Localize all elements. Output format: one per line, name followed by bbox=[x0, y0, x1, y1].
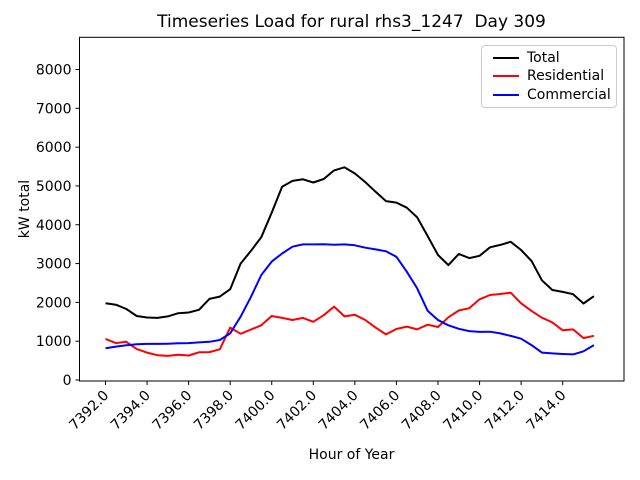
legend-entry-residential: Residential bbox=[493, 69, 616, 83]
x-tick-label: 7400.0 bbox=[233, 388, 279, 434]
y-tick-label: 3000 bbox=[36, 257, 72, 273]
x-axis-label: Hour of Year bbox=[308, 447, 395, 463]
x-tick-label: 7408.0 bbox=[399, 388, 445, 434]
x-tick-label: 7406.0 bbox=[357, 388, 403, 434]
x-tick-label: 7412.0 bbox=[482, 388, 528, 434]
chart-title: Timeseries Load for rural rhs3_1247 Day … bbox=[157, 12, 546, 32]
x-tick-label: 7392.0 bbox=[66, 388, 112, 434]
legend-label-total: Total bbox=[527, 50, 560, 67]
y-tick-label: 7000 bbox=[36, 101, 72, 117]
x-tick-label: 7404.0 bbox=[316, 388, 362, 434]
y-tick-label: 8000 bbox=[36, 63, 72, 79]
legend: Total Residential Commercial bbox=[481, 45, 617, 108]
legend-entry-commercial: Commercial bbox=[493, 88, 616, 102]
x-tick-label: 7398.0 bbox=[191, 388, 237, 434]
series-line-residential bbox=[105, 291, 595, 357]
y-tick-label: 6000 bbox=[36, 140, 72, 156]
x-tick-label: 7396.0 bbox=[149, 388, 195, 434]
x-tick-label: 7410.0 bbox=[440, 388, 486, 434]
legend-label-residential: Residential bbox=[527, 68, 605, 85]
y-axis-label: kW total bbox=[17, 179, 33, 239]
axes-frame bbox=[79, 36, 625, 382]
series-line-total bbox=[105, 166, 595, 319]
y-tick-label: 5000 bbox=[36, 179, 72, 195]
y-tick-label: 4000 bbox=[36, 218, 72, 234]
series-line-commercial bbox=[105, 243, 595, 356]
y-tick-label: 2000 bbox=[36, 295, 72, 311]
x-tick-label: 7402.0 bbox=[274, 388, 320, 434]
x-tick-label: 7394.0 bbox=[108, 388, 154, 434]
y-tick-label: 0 bbox=[63, 373, 72, 389]
legend-label-commercial: Commercial bbox=[527, 86, 611, 103]
y-tick-label: 1000 bbox=[36, 334, 72, 350]
residential-line-sample bbox=[493, 75, 519, 78]
x-tick-label: 7414.0 bbox=[524, 388, 570, 434]
total-line-sample bbox=[493, 57, 519, 60]
legend-entry-total: Total bbox=[493, 51, 616, 65]
commercial-line-sample bbox=[493, 93, 519, 96]
